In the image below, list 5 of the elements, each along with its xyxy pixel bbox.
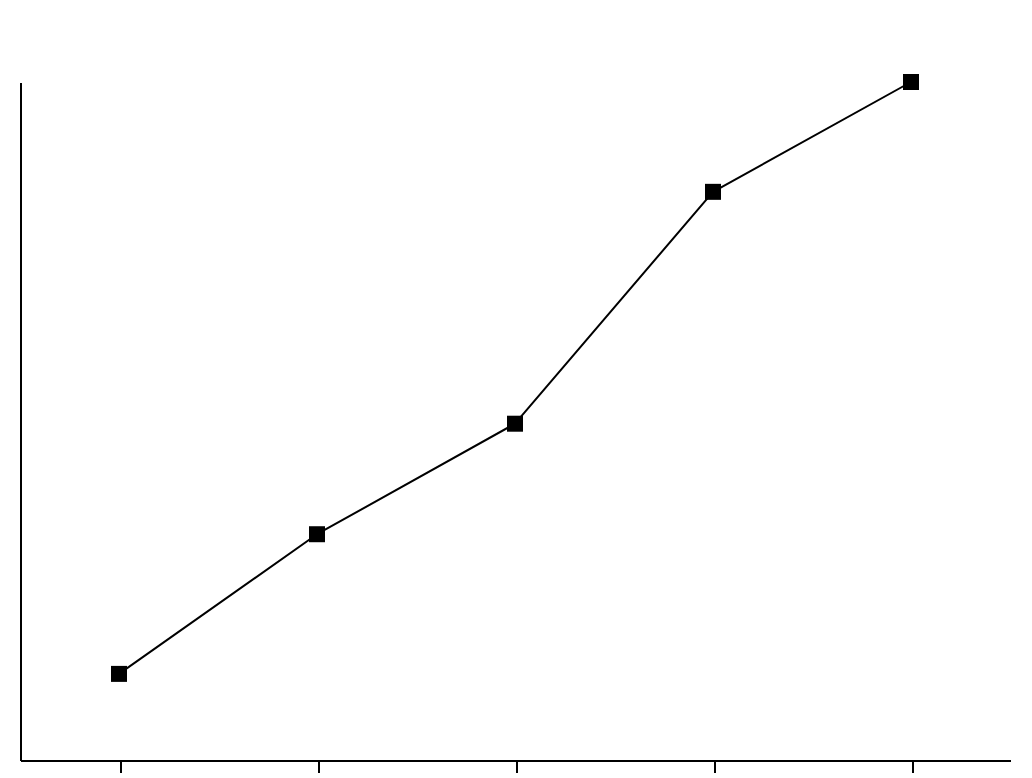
point — [309, 526, 325, 543]
point — [507, 415, 523, 432]
point — [903, 74, 919, 90]
point — [705, 183, 721, 200]
point — [111, 665, 127, 682]
